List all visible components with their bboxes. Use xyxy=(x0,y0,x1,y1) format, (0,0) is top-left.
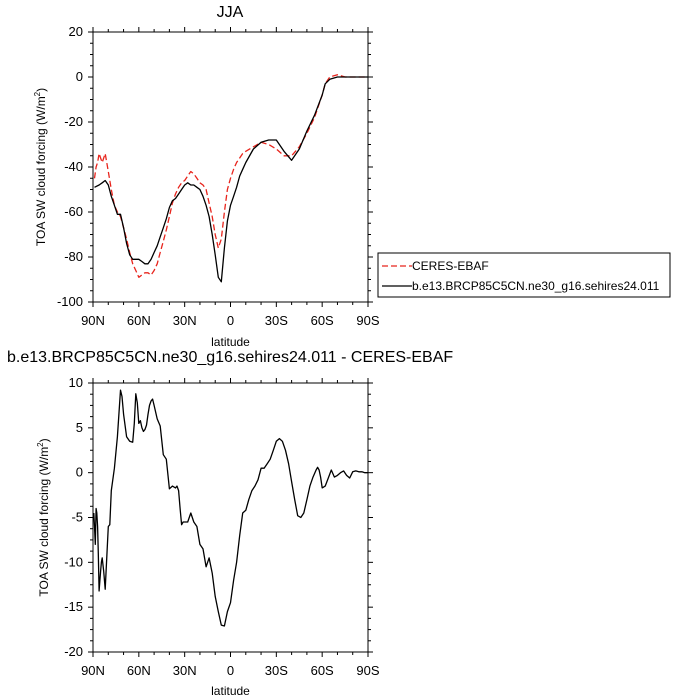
chart-1: JJA 90N 60N 30N 0 30S 60S 90S -100 -80 -60 -40 -20 0 2… xyxy=(33,4,671,349)
y-axis-label-superscript: 2 xyxy=(36,442,45,447)
chart-2: b.e13.BRCP85C5CN.ne30_g16.sehires24.011 … xyxy=(7,349,453,698)
x-tick-label: 0 xyxy=(227,313,234,328)
y-tick-label: 0 xyxy=(76,69,83,84)
y-axis-label-superscript: 2 xyxy=(33,91,42,96)
y-axis-label-end: ) xyxy=(34,88,48,92)
x-tick-label: 0 xyxy=(227,663,234,678)
y-tick-label: -20 xyxy=(64,114,83,129)
x-tick-label: 30N xyxy=(173,663,197,678)
y-tick-label: 10 xyxy=(69,375,83,390)
y-tick-label: -60 xyxy=(64,204,83,219)
y-axis-label: TOA SW cloud forcing (W/m2) xyxy=(36,438,51,596)
x-axis-label: latitude xyxy=(211,684,250,698)
y-axis-label-end: ) xyxy=(37,438,51,442)
x-tick-label: 90S xyxy=(356,663,379,678)
x-axis: 90N 60N 30N 0 30S 60S 90S xyxy=(81,378,380,678)
chart-title: b.e13.BRCP85C5CN.ne30_g16.sehires24.011 … xyxy=(7,349,453,366)
y-tick-label: -10 xyxy=(64,554,83,569)
y-axis-label: TOA SW cloud forcing (W/m2) xyxy=(33,88,48,246)
x-axis-label: latitude xyxy=(211,335,250,349)
x-tick-label: 60N xyxy=(127,663,151,678)
x-tick-label: 60N xyxy=(127,313,151,328)
y-tick-label: -80 xyxy=(64,249,83,264)
legend-entry: CERES-EBAF xyxy=(412,259,489,273)
series-group xyxy=(93,389,368,627)
x-tick-label: 30N xyxy=(173,313,197,328)
series-line-ceres-ebaf xyxy=(93,74,368,278)
y-tick-label: -100 xyxy=(57,294,83,309)
x-tick-label: 90N xyxy=(81,313,105,328)
chart-title: JJA xyxy=(217,4,244,21)
x-tick-label: 30S xyxy=(265,663,288,678)
plot-frame xyxy=(92,31,369,303)
x-tick-label: 60S xyxy=(311,663,334,678)
y-axis: -100 -80 -60 -40 -20 0 20 xyxy=(57,24,373,309)
legend-box xyxy=(377,252,671,298)
x-tick-label: 60S xyxy=(311,313,334,328)
series-line-1 xyxy=(93,389,368,627)
x-tick-label: 30S xyxy=(265,313,288,328)
legend: CERES-EBAF b.e13.BRCP85C5CN.ne30_g16.sehi… xyxy=(377,252,671,298)
x-tick-label: 90N xyxy=(81,663,105,678)
y-tick-label: -40 xyxy=(64,159,83,174)
y-tick-label: -15 xyxy=(64,599,83,614)
x-axis: 90N 60N 30N 0 30S 60S 90S xyxy=(81,27,380,328)
series-line-b xyxy=(94,76,368,283)
y-tick-label: -20 xyxy=(64,644,83,659)
y-axis-label-main: TOA SW cloud forcing (W/m xyxy=(37,447,51,597)
y-axis-label-main: TOA SW cloud forcing (W/m xyxy=(34,96,48,246)
legend-entry: b.e13.BRCP85C5CN.ne30_g16.sehires24.011 xyxy=(412,279,660,293)
y-tick-label: -5 xyxy=(71,510,83,525)
y-tick-label: 5 xyxy=(76,420,83,435)
y-tick-label: 20 xyxy=(69,24,83,39)
x-tick-label: 90S xyxy=(356,313,379,328)
series-group xyxy=(93,74,368,283)
y-tick-label: 0 xyxy=(76,465,83,480)
y-axis: -20 -15 -10 -5 0 5 10 xyxy=(64,375,373,659)
